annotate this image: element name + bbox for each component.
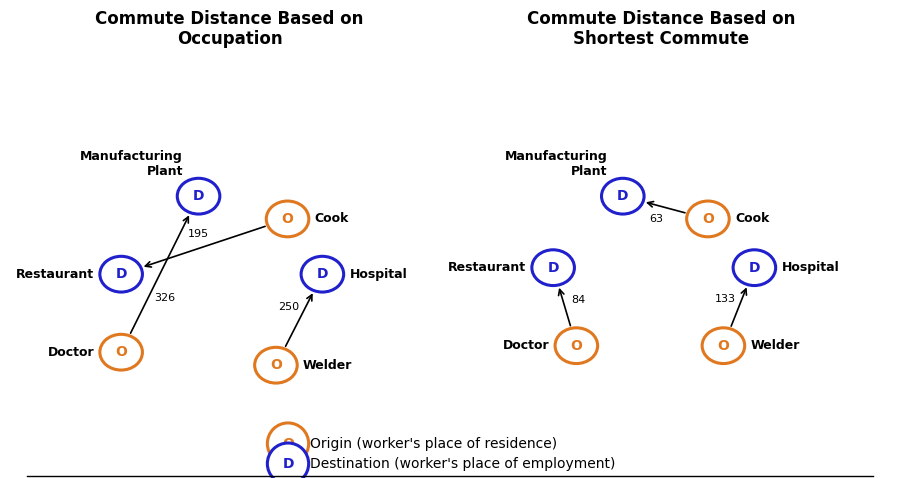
- Text: D: D: [749, 261, 760, 275]
- Circle shape: [177, 178, 220, 214]
- Circle shape: [601, 178, 644, 214]
- Circle shape: [532, 250, 574, 285]
- Text: Hospital: Hospital: [349, 268, 407, 281]
- Text: 133: 133: [716, 293, 736, 304]
- Text: 326: 326: [154, 293, 176, 303]
- Circle shape: [255, 348, 297, 383]
- Text: Restaurant: Restaurant: [448, 261, 526, 274]
- Text: Hospital: Hospital: [781, 261, 839, 274]
- Text: Welder: Welder: [303, 358, 353, 372]
- Text: Manufacturing
Plant: Manufacturing Plant: [505, 150, 608, 178]
- Text: O: O: [270, 358, 282, 372]
- Circle shape: [702, 328, 744, 364]
- Circle shape: [266, 201, 309, 237]
- Text: Doctor: Doctor: [502, 339, 549, 352]
- Text: D: D: [617, 189, 628, 203]
- Circle shape: [555, 328, 598, 364]
- Text: O: O: [717, 339, 729, 353]
- Text: D: D: [193, 189, 204, 203]
- Text: O: O: [702, 212, 714, 226]
- Text: D: D: [317, 267, 328, 281]
- Text: Commute Distance Based on
Shortest Commute: Commute Distance Based on Shortest Commu…: [527, 10, 796, 48]
- Text: O: O: [282, 436, 294, 451]
- Text: Restaurant: Restaurant: [16, 268, 94, 281]
- Text: Manufacturing
Plant: Manufacturing Plant: [80, 150, 183, 178]
- Text: Cook: Cook: [735, 212, 770, 226]
- Text: D: D: [547, 261, 559, 275]
- Text: 195: 195: [188, 229, 209, 239]
- Text: Cook: Cook: [315, 212, 349, 226]
- Text: Doctor: Doctor: [48, 346, 94, 358]
- Text: Origin (worker's place of residence): Origin (worker's place of residence): [310, 436, 558, 451]
- Text: D: D: [283, 456, 293, 471]
- Text: 84: 84: [572, 294, 586, 304]
- Text: O: O: [571, 339, 582, 353]
- Text: D: D: [115, 267, 127, 281]
- Circle shape: [267, 423, 309, 464]
- Text: Commute Distance Based on
Occupation: Commute Distance Based on Occupation: [95, 10, 364, 48]
- Text: O: O: [282, 212, 293, 226]
- Text: O: O: [115, 345, 127, 359]
- Circle shape: [267, 443, 309, 478]
- Circle shape: [100, 256, 142, 292]
- Text: 63: 63: [650, 214, 663, 224]
- Text: 250: 250: [278, 302, 299, 312]
- Circle shape: [687, 201, 729, 237]
- Text: Welder: Welder: [751, 339, 800, 352]
- Text: Destination (worker's place of employment): Destination (worker's place of employmen…: [310, 456, 616, 471]
- Circle shape: [734, 250, 776, 285]
- Circle shape: [100, 334, 142, 370]
- Circle shape: [302, 256, 344, 292]
